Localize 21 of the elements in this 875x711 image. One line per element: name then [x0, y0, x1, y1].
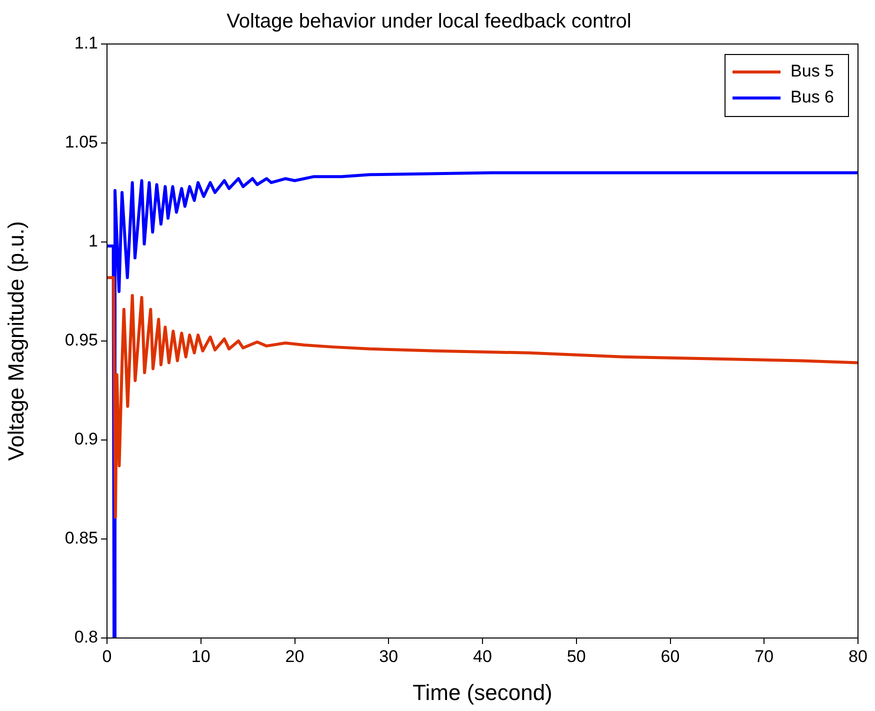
y-tick-label: 0.95	[64, 330, 98, 350]
legend-label: Bus 5	[790, 62, 834, 81]
y-tick-label: 1.1	[74, 34, 98, 53]
x-tick-label: 0	[102, 646, 112, 666]
chart-title: Voltage behavior under local feedback control	[226, 10, 632, 33]
x-tick-label: 50	[566, 646, 586, 666]
y-tick-label: 0.8	[74, 628, 98, 647]
y-tick-label: 0.9	[74, 430, 98, 449]
x-tick-label: 40	[473, 646, 492, 666]
x-tick-label: 70	[754, 646, 774, 666]
x-axis-title: Time (second)	[412, 680, 552, 705]
y-tick-label: 1	[88, 232, 98, 251]
x-tick-label: 60	[660, 646, 680, 666]
x-tick-label: 80	[848, 646, 868, 666]
x-tick-label: 20	[285, 646, 304, 666]
y-axis-title: Voltage Magnitude (p.u.)	[3, 221, 28, 461]
legend-label: Bus 6	[790, 88, 834, 107]
y-tick-label: 1.05	[64, 132, 98, 152]
x-tick-label: 30	[379, 646, 398, 666]
y-tick-label: 0.85	[64, 528, 98, 548]
x-tick-label: 10	[191, 646, 210, 666]
